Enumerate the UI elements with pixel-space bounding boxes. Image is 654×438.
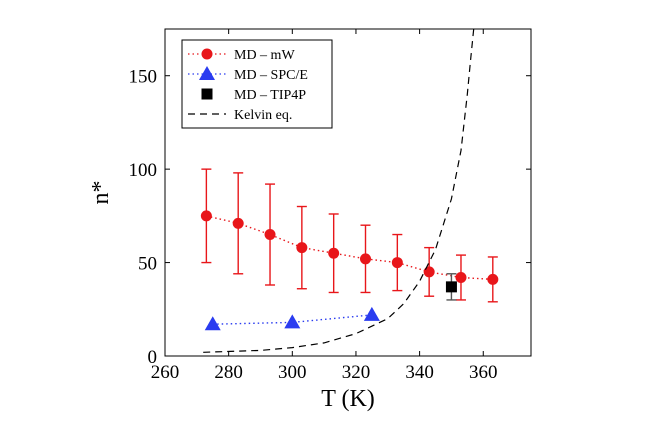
legend-marker <box>199 66 215 80</box>
series-2 <box>445 273 457 301</box>
x-axis-title: T (K) <box>321 386 375 412</box>
data-point <box>204 316 221 331</box>
x-tick-label: 340 <box>405 362 434 383</box>
data-point <box>328 247 340 259</box>
x-tick-label: 260 <box>151 362 180 383</box>
data-point <box>455 272 467 284</box>
legend-label: MD – TIP4P <box>234 88 306 103</box>
data-point <box>284 314 301 329</box>
data-point <box>264 229 276 241</box>
series-line <box>206 215 493 281</box>
data-point <box>200 210 212 222</box>
x-tick-label: 320 <box>342 362 371 383</box>
data-point <box>423 266 435 278</box>
axes-frame <box>164 28 532 357</box>
x-tick-label: 280 <box>214 362 243 383</box>
data-point <box>232 217 244 229</box>
data-point <box>296 242 308 254</box>
legend-label: MD – mW <box>234 48 295 63</box>
y-axis-title: n* <box>88 181 114 205</box>
legend-label: MD – SPC/E <box>234 68 308 83</box>
data-point <box>360 253 372 265</box>
legend-label: Kelvin eq. <box>234 108 292 123</box>
y-tick-label: 0 <box>148 347 158 368</box>
y-tick-label: 100 <box>129 160 158 181</box>
legend-marker <box>201 88 213 100</box>
data-point <box>363 306 380 321</box>
data-point <box>445 281 457 293</box>
legend-marker <box>201 48 213 60</box>
y-tick-label: 50 <box>138 254 157 275</box>
x-tick-label: 360 <box>469 362 498 383</box>
data-point <box>391 257 403 269</box>
plot-area <box>200 29 499 353</box>
x-tick-label: 300 <box>278 362 307 383</box>
legend: MD – mW MD – SPC/E MD – TIP4P Kelvin eq. <box>181 39 333 129</box>
series-3 <box>203 29 475 353</box>
axis-ticks: 260 280 300 320 340 360 0 50 100 150 <box>129 29 531 383</box>
series-line <box>203 29 475 353</box>
y-tick-label: 150 <box>129 67 158 88</box>
data-point <box>487 273 499 285</box>
series-0 <box>200 168 499 303</box>
series-1 <box>204 306 380 331</box>
